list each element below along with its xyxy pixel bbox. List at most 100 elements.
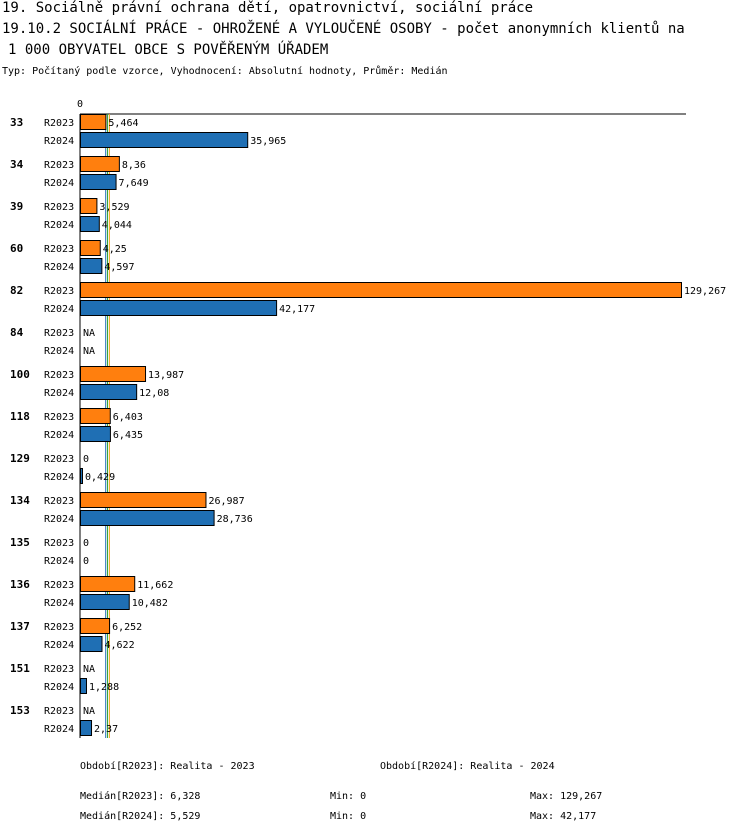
data-label: 2,37 <box>94 724 118 735</box>
bar-r2024 <box>80 258 103 274</box>
bar-r2023 <box>80 114 107 130</box>
series-label: R2024 <box>44 556 74 567</box>
category-label: 137 <box>10 620 30 633</box>
data-label: 26,987 <box>208 496 244 507</box>
data-label: 4,622 <box>104 640 134 651</box>
data-label: NA <box>83 706 95 717</box>
data-label: 7,649 <box>119 178 149 189</box>
bar-r2024 <box>80 300 278 316</box>
data-label: 28,736 <box>217 514 253 525</box>
series-label: R2024 <box>44 178 74 189</box>
bar-r2023 <box>80 366 147 382</box>
series-label: R2024 <box>44 598 74 609</box>
bar-r2023 <box>80 492 207 508</box>
series-label: R2024 <box>44 136 74 147</box>
category-label: 118 <box>10 410 30 423</box>
category-label: 151 <box>10 662 30 675</box>
bar-r2023 <box>80 282 682 298</box>
bar-r2023 <box>80 408 111 424</box>
series-label: R2024 <box>44 220 74 231</box>
data-label: NA <box>83 328 95 339</box>
category-label: 135 <box>10 536 30 549</box>
series-label: R2024 <box>44 304 74 315</box>
series-label: R2023 <box>44 538 74 549</box>
data-label: 6,403 <box>113 412 143 423</box>
data-label: 129,267 <box>684 286 726 297</box>
data-label: 5,464 <box>108 118 138 129</box>
data-label: 11,662 <box>137 580 173 591</box>
chapter-title: 19. Sociálně právní ochrana dětí, opatro… <box>2 0 534 16</box>
legend-period-r2024: Období[R2024]: Realita - 2024 <box>380 761 555 772</box>
bar-r2024 <box>80 132 249 148</box>
bar-r2024 <box>80 468 83 484</box>
series-label: R2023 <box>44 580 74 591</box>
series-label: R2023 <box>44 664 74 675</box>
min-r2023: Min: 0 <box>330 791 367 802</box>
series-label: R2023 <box>44 454 74 465</box>
category-label: 153 <box>10 704 30 717</box>
bar-r2024 <box>80 510 215 526</box>
bar-r2023 <box>80 240 101 256</box>
axis-zero-label: 0 <box>77 99 83 110</box>
bar-r2024 <box>80 174 117 190</box>
data-label: 4,25 <box>103 244 127 255</box>
median-r2023: Medián[R2023]: 6,328 <box>80 791 201 802</box>
series-label: R2023 <box>44 412 74 423</box>
series-label: R2023 <box>44 706 74 717</box>
bar-r2024 <box>80 720 93 736</box>
data-label: 4,597 <box>104 262 134 273</box>
category-label: 129 <box>10 452 30 465</box>
data-label: 13,987 <box>148 370 184 381</box>
data-label: NA <box>83 664 95 675</box>
data-label: 6,435 <box>113 430 143 441</box>
indicator-title-continued: 1 000 OBYVATEL OBCE S POVĚŘENÝM ÚŘADEM <box>8 42 329 58</box>
series-label: R2024 <box>44 388 74 399</box>
category-label: 100 <box>10 368 30 381</box>
series-label: R2023 <box>44 202 74 213</box>
series-label: R2024 <box>44 724 74 735</box>
median-r2024: Medián[R2024]: 5,529 <box>80 811 201 822</box>
bar-r2024 <box>80 384 138 400</box>
category-label: 82 <box>10 284 23 297</box>
series-label: R2023 <box>44 328 74 339</box>
data-label: 0,429 <box>85 472 115 483</box>
data-label: 35,965 <box>250 136 286 147</box>
category-label: 136 <box>10 578 30 591</box>
bar-r2024 <box>80 678 87 694</box>
bar-chart: 0 33 R2023 5,464 R2024 35,965 34 R2023 8,36 R2024… <box>10 99 726 738</box>
max-r2024: Max: 42,177 <box>530 811 597 822</box>
data-label: 0 <box>83 454 89 465</box>
series-label: R2024 <box>44 472 74 483</box>
series-label: R2023 <box>44 160 74 171</box>
bar-r2024 <box>80 636 103 652</box>
series-label: R2023 <box>44 244 74 255</box>
chart-subtitle: Typ: Počítaný podle vzorce, Vyhodnocení:… <box>2 66 448 77</box>
category-label: 34 <box>10 158 24 171</box>
bar-r2023 <box>80 618 111 634</box>
data-label: 3,529 <box>99 202 129 213</box>
data-label: NA <box>83 346 95 357</box>
series-label: R2023 <box>44 370 74 381</box>
data-label: 6,252 <box>112 622 142 633</box>
data-label: 4,044 <box>102 220 132 231</box>
category-label: 33 <box>10 116 23 129</box>
data-label: 1,288 <box>89 682 119 693</box>
max-r2023: Max: 129,267 <box>530 791 603 802</box>
category-label: 60 <box>10 242 23 255</box>
series-label: R2024 <box>44 262 74 273</box>
series-label: R2024 <box>44 682 74 693</box>
min-r2024: Min: 0 <box>330 811 367 822</box>
category-label: 84 <box>10 326 24 339</box>
bar-r2023 <box>80 198 98 214</box>
bar-r2024 <box>80 216 100 232</box>
bar-r2023 <box>80 156 120 172</box>
series-label: R2023 <box>44 286 74 297</box>
category-label: 39 <box>10 200 23 213</box>
data-label: 0 <box>83 556 89 567</box>
data-label: 8,36 <box>122 160 146 171</box>
series-label: R2024 <box>44 430 74 441</box>
series-label: R2024 <box>44 346 74 357</box>
series-label: R2023 <box>44 622 74 633</box>
data-label: 0 <box>83 538 89 549</box>
series-label: R2024 <box>44 640 74 651</box>
